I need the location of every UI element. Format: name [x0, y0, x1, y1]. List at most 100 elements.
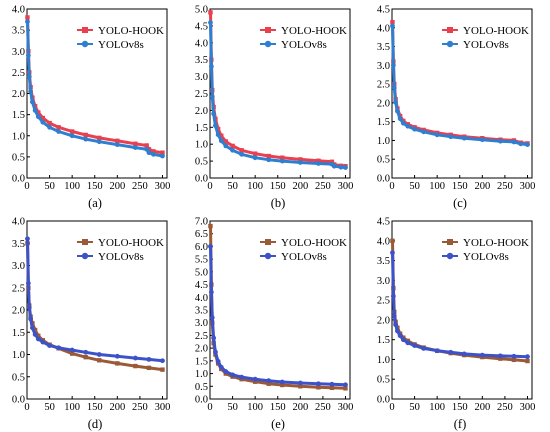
legend-marker [81, 40, 89, 48]
data-point [213, 123, 218, 129]
data-point [343, 165, 348, 170]
data-point [28, 88, 34, 94]
data-point [160, 153, 165, 159]
data-point [279, 379, 285, 385]
chart-b: 0.0 0.5 1.0 1.5 2.0 2.5 3.0 3.5 4.0 4.5 5.0 0 50 100 1… [195, 5, 353, 211]
data-point [390, 238, 395, 243]
data-point [83, 349, 89, 355]
y-tick-label: 3.5 [377, 256, 390, 267]
data-point [434, 348, 440, 354]
data-point [132, 145, 138, 150]
data-point [160, 358, 165, 364]
data-point [390, 19, 395, 25]
legend-label: YOLOv8s [281, 39, 327, 51]
series-yolov8s [390, 23, 530, 147]
data-point [395, 328, 400, 334]
series-line [26, 16, 164, 155]
legend-marker [446, 40, 454, 48]
chart-f: 0.0 0.5 1.0 1.5 2.0 2.5 3.0 3.5 4.0 4.5 0 50 100 150 2… [377, 217, 535, 432]
data-point [315, 161, 321, 166]
x-tick-label: 200 [474, 402, 490, 413]
x-tick-label: 300 [338, 181, 354, 192]
data-point [209, 94, 215, 100]
x-tick-label: 100 [247, 402, 263, 413]
data-point [479, 352, 485, 358]
data-point [338, 164, 344, 170]
y-tick-label: 2.5 [377, 296, 390, 307]
legend-label: YOLO-HOOK [463, 237, 529, 249]
data-point [497, 353, 503, 359]
chart-e: 0.0 0.5 1.0 1.52.0 2.5 3.03.5 4.0 4.5 5.05.5 6.0 6… [195, 217, 353, 432]
data-point [329, 381, 335, 387]
data-point [280, 155, 285, 160]
y-tick-label: 3.5 [12, 239, 25, 250]
x-tick-label: 250 [497, 181, 513, 192]
x-tick-label: 250 [497, 402, 513, 413]
data-point [114, 353, 120, 359]
x-tick-label: 200 [109, 402, 125, 413]
data-point [297, 380, 303, 386]
legend-label: YOLOv8s [281, 251, 327, 263]
legend-marker [265, 239, 271, 245]
data-point [397, 116, 403, 122]
x-tick-label: 250 [315, 402, 331, 413]
data-point [40, 119, 46, 125]
data-point [160, 367, 165, 372]
data-point [146, 365, 152, 371]
x-tick-label: 50 [44, 181, 55, 192]
data-point [525, 142, 530, 147]
data-point [223, 139, 229, 144]
data-point [218, 364, 224, 370]
data-point [30, 325, 35, 331]
data-point [252, 151, 258, 156]
legend-entry: YOLO-HOOK [260, 237, 347, 249]
data-point [211, 111, 217, 117]
y-tick-label: 1.0 [195, 369, 208, 380]
y-tick-label: 1.0 [195, 140, 208, 151]
data-point [208, 20, 213, 25]
data-point [215, 358, 221, 364]
data-point [132, 355, 138, 361]
data-point [208, 223, 213, 229]
data-point [316, 158, 321, 163]
y-tick-label: 0.5 [195, 382, 208, 393]
data-point [83, 354, 88, 360]
plot-frame [391, 8, 533, 179]
legend-marker [447, 239, 453, 245]
x-tick-label: 200 [292, 402, 308, 413]
legend-marker [265, 27, 271, 33]
data-point [28, 316, 34, 322]
series-yolov8s [208, 20, 348, 170]
y-tick-label: 1.5 [195, 123, 208, 134]
y-tick-label: 5.0 [195, 5, 208, 16]
data-point [421, 129, 427, 135]
data-point [421, 345, 427, 351]
data-point [390, 62, 396, 68]
x-tick-label: 100 [429, 181, 445, 192]
y-tick-label: 1.5 [12, 110, 25, 121]
x-tick-label: 200 [292, 181, 308, 192]
data-point [329, 385, 335, 391]
data-point [343, 382, 348, 388]
data-point [239, 374, 245, 380]
data-point [56, 345, 62, 351]
legend-label: YOLOv8s [98, 39, 144, 51]
data-point [211, 335, 217, 341]
x-tick-label: 300 [520, 181, 536, 192]
y-tick-label: 1.5 [377, 335, 390, 346]
data-point [26, 305, 32, 311]
series-yolov8s [390, 250, 530, 360]
y-tick-label: 5.0 [195, 267, 208, 278]
data-point [390, 250, 395, 256]
legend-marker [82, 27, 88, 33]
y-tick-label: 3.0 [12, 261, 25, 272]
y-tick-label: 2.0 [195, 106, 208, 117]
data-point [25, 280, 31, 286]
data-point [230, 372, 235, 378]
y-tick-label: 3.0 [12, 47, 25, 58]
data-point [343, 386, 348, 391]
data-point [47, 343, 52, 348]
data-point [461, 135, 467, 141]
legend-marker [82, 239, 88, 245]
data-point [160, 150, 165, 155]
